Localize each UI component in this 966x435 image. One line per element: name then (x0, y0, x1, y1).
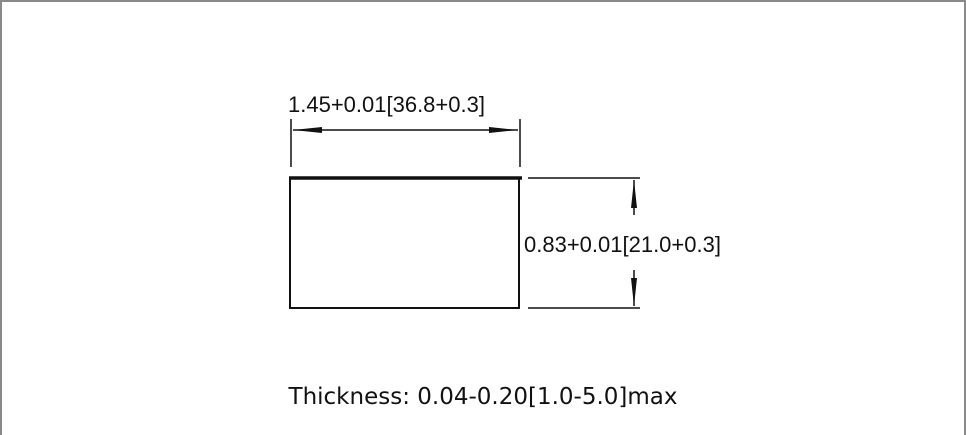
width-arrowhead-left (293, 127, 322, 133)
width-arrowhead-right (489, 127, 518, 133)
width-dimension-label: 1.45+0.01[36.8+0.3] (288, 92, 485, 117)
component-outline (289, 177, 520, 309)
thickness-caption: Thickness: 0.04-0.20[1.0-5.0]max (288, 384, 678, 410)
height-arrowhead-top (631, 180, 637, 208)
height-dimension-label: 0.83+0.01[21.0+0.3] (524, 232, 721, 257)
height-arrowhead-bottom (631, 278, 637, 306)
